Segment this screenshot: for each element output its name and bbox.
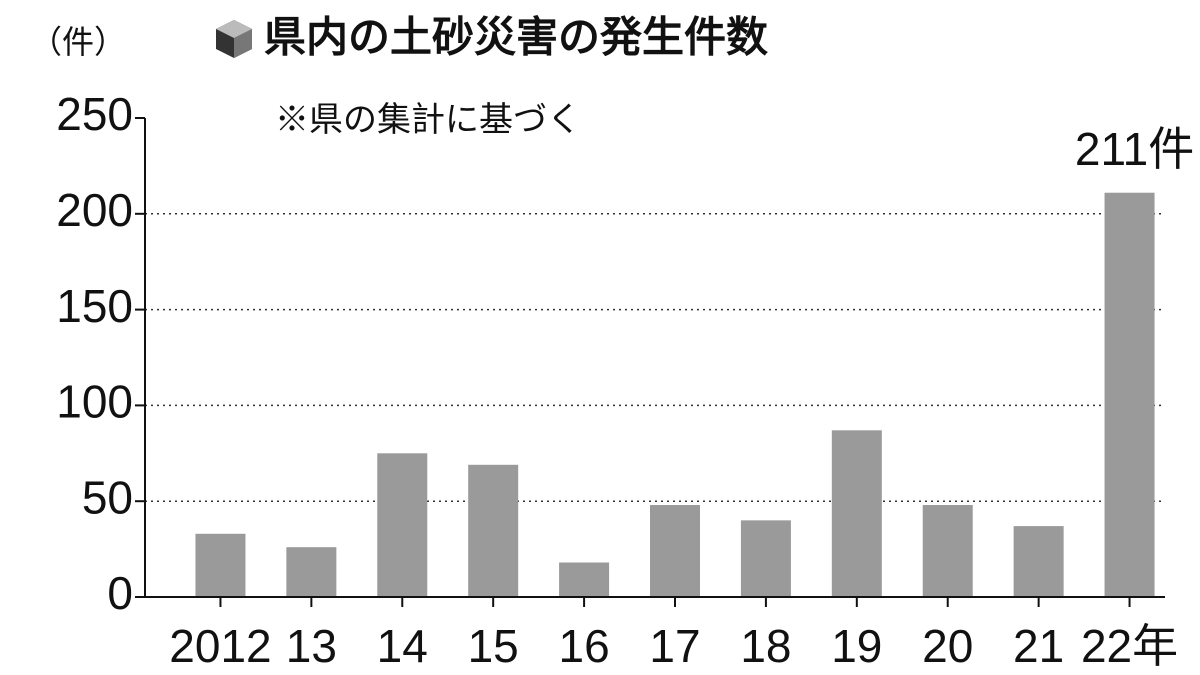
bar [286, 547, 337, 597]
bar [468, 464, 519, 597]
x-tick-label: 20 [922, 620, 973, 672]
y-tick-label: 0 [107, 567, 133, 619]
x-tick-label: 18 [740, 620, 791, 672]
y-axis-label: （件） [30, 23, 126, 61]
x-tick-label: 2012 [169, 620, 271, 672]
y-tick-label: 250 [56, 88, 133, 140]
x-tick-label: 19 [831, 620, 882, 672]
bar [650, 505, 700, 597]
bar [559, 562, 610, 597]
x-tick-label: 21 [1013, 620, 1064, 672]
x-tick-label: 13 [286, 620, 337, 672]
x-tick-label: 22年 [1081, 620, 1178, 672]
x-tick-label: 16 [559, 620, 610, 672]
y-tick-label: 200 [56, 184, 133, 236]
note: ※県の集計に基づく [275, 100, 581, 140]
bar [195, 533, 246, 597]
value-label: 211件 [1075, 123, 1194, 175]
bar [1013, 526, 1064, 597]
bar [831, 430, 882, 597]
bar [740, 520, 791, 597]
x-tick-label: 14 [377, 620, 428, 672]
y-tick-label: 100 [56, 376, 133, 428]
title-icon [216, 20, 252, 58]
x-tick-label: 17 [649, 620, 700, 672]
chart-title: 県内の土砂災害の発生件数 [264, 13, 768, 62]
bar [922, 505, 973, 597]
y-tick-label: 50 [82, 471, 133, 523]
bar [377, 453, 428, 597]
x-tick-label: 15 [468, 620, 519, 672]
bar [1104, 192, 1155, 597]
y-tick-label: 150 [56, 280, 133, 332]
